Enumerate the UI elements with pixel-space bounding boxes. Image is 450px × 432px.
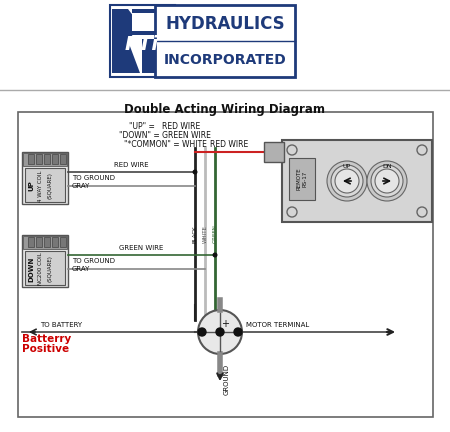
Text: (SQUARE): (SQUARE) — [48, 172, 53, 200]
Text: Double Acting Wiring Diagram: Double Acting Wiring Diagram — [125, 103, 325, 116]
Bar — [23, 236, 67, 249]
Text: RTi: RTi — [125, 35, 159, 54]
Text: GREEN WIRE: GREEN WIRE — [119, 245, 163, 251]
Polygon shape — [132, 13, 169, 31]
Bar — [52, 237, 58, 247]
Circle shape — [417, 207, 427, 217]
Circle shape — [371, 165, 403, 197]
Bar — [264, 142, 284, 162]
Text: Batterry: Batterry — [22, 334, 71, 344]
Polygon shape — [142, 39, 173, 73]
Text: TO GROUND: TO GROUND — [72, 175, 115, 181]
Text: BLACK: BLACK — [193, 225, 198, 243]
Bar — [22, 235, 68, 287]
Text: REMOTE
RS-17: REMOTE RS-17 — [297, 168, 307, 191]
Circle shape — [234, 328, 242, 336]
Text: "UP" =   RED WIRE: "UP" = RED WIRE — [130, 122, 201, 131]
Bar — [282, 140, 432, 222]
Circle shape — [212, 252, 217, 257]
Text: UP: UP — [28, 181, 34, 191]
Text: +: + — [221, 319, 229, 329]
Circle shape — [198, 310, 242, 354]
Text: MOTOR TERMINAL: MOTOR TERMINAL — [246, 322, 309, 328]
Bar — [25, 168, 65, 202]
Bar — [28, 154, 34, 164]
Circle shape — [375, 169, 399, 193]
Text: INCORPORATED: INCORPORATED — [164, 53, 286, 67]
Text: DN: DN — [382, 165, 392, 169]
Circle shape — [335, 169, 359, 193]
Bar — [60, 237, 66, 247]
Circle shape — [367, 161, 407, 201]
Text: NC200 COIL: NC200 COIL — [37, 253, 42, 286]
Bar — [28, 237, 34, 247]
Bar — [289, 158, 315, 200]
Bar — [25, 251, 65, 285]
Bar — [22, 152, 68, 204]
Bar — [155, 5, 295, 77]
Bar — [44, 154, 50, 164]
Text: (SQUARE): (SQUARE) — [48, 256, 53, 283]
Bar — [23, 153, 67, 166]
Text: Positive: Positive — [22, 344, 69, 354]
Bar — [52, 154, 58, 164]
Text: GROUND: GROUND — [224, 363, 230, 394]
Text: RED WIRE: RED WIRE — [210, 140, 248, 149]
Circle shape — [327, 161, 367, 201]
Text: "*COMMON" = WHITE: "*COMMON" = WHITE — [124, 140, 207, 149]
Text: RED WIRE: RED WIRE — [114, 162, 148, 168]
Text: "DOWN" = GREEN WIRE: "DOWN" = GREEN WIRE — [119, 131, 211, 140]
Text: DOWN: DOWN — [28, 256, 34, 282]
Bar — [36, 154, 42, 164]
Bar — [36, 237, 42, 247]
Circle shape — [287, 145, 297, 155]
Text: WHITE: WHITE — [202, 225, 207, 243]
Bar — [44, 237, 50, 247]
Circle shape — [193, 169, 198, 175]
Text: TO BATTERY: TO BATTERY — [40, 322, 82, 328]
Polygon shape — [132, 9, 173, 35]
Text: HYDRAULICS: HYDRAULICS — [165, 15, 285, 33]
Circle shape — [287, 207, 297, 217]
Circle shape — [417, 145, 427, 155]
Text: 4 WAY COIL: 4 WAY COIL — [37, 170, 42, 202]
Bar — [60, 154, 66, 164]
Bar — [18, 112, 433, 417]
Polygon shape — [112, 9, 140, 73]
Text: GRAY: GRAY — [72, 266, 90, 272]
Text: UP: UP — [343, 165, 351, 169]
Circle shape — [216, 328, 224, 336]
Circle shape — [198, 328, 206, 336]
Bar — [110, 5, 175, 77]
Text: GREEN: GREEN — [212, 225, 217, 244]
Circle shape — [331, 165, 363, 197]
Text: TO GROUND: TO GROUND — [72, 258, 115, 264]
Text: GRAY: GRAY — [72, 183, 90, 189]
